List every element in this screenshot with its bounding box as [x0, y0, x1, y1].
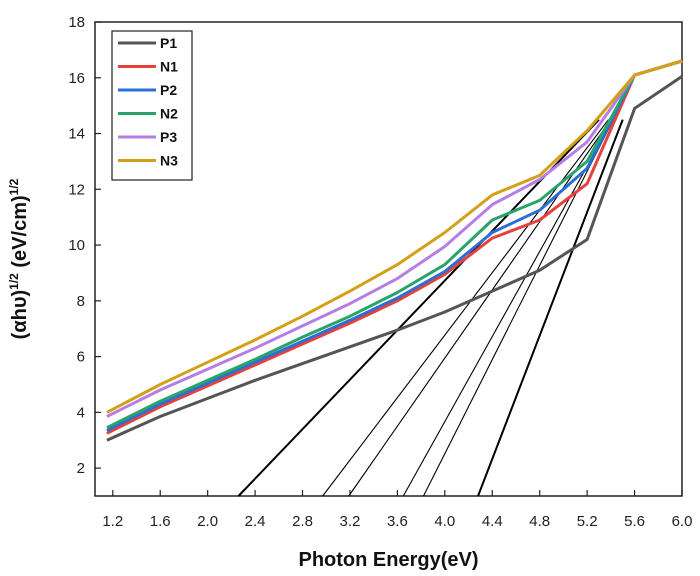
legend-label-N3: N3	[160, 153, 178, 169]
series-N1	[106, 59, 683, 435]
series-P1	[106, 75, 683, 442]
tangent-N1	[422, 119, 614, 497]
tangent-lines	[237, 118, 624, 497]
x-axis-title: Photon Energy(eV)	[298, 549, 478, 571]
x-tick-label: 3.2	[340, 513, 361, 530]
plot-frame	[94, 21, 683, 497]
x-tick-label: 5.6	[624, 513, 645, 530]
x-axis: 1.2 1.6 2.0 2.4 2.8 3.2 3.6 4.0 4.4 4.8 5.2 5.6 6.0	[102, 490, 692, 530]
x-tick-label: 2.4	[245, 513, 266, 530]
y-axis-title: (αhυ)1/2 (eV/cm)1/2	[7, 178, 31, 339]
x-tick-label: 4.8	[529, 513, 550, 530]
legend: P1 N1 P2 N2 P3 N3	[111, 30, 193, 181]
y-tick-label: 6	[77, 349, 85, 366]
x-tick-label: 2.0	[197, 513, 218, 530]
series-lines	[106, 59, 683, 442]
legend-label-N2: N2	[160, 106, 178, 122]
series-P3	[106, 59, 683, 418]
y-tick-label: 12	[68, 181, 85, 198]
series-P2	[106, 59, 683, 432]
y-tick-label: 16	[68, 70, 85, 87]
y-tick-label: 18	[68, 14, 85, 31]
y-axis-title-sup1: 1/2	[7, 273, 21, 290]
y-axis-title-sup2: 1/2	[7, 178, 21, 195]
y-tick-label: 10	[68, 237, 85, 254]
series-N3	[106, 59, 683, 414]
x-tick-label: 6.0	[672, 513, 693, 530]
y-axis-title-units: (eV/cm)	[9, 195, 31, 273]
legend-box	[111, 30, 193, 181]
legend-label-N1: N1	[160, 59, 178, 75]
y-tick-label: 14	[68, 126, 85, 143]
tangent-P1	[477, 119, 624, 497]
legend-label-P1: P1	[160, 35, 177, 51]
x-tick-label: 4.4	[482, 513, 503, 530]
y-tick-label: 8	[77, 293, 85, 310]
y-axis-title-main: (αhυ)	[9, 290, 31, 339]
plot-border	[94, 21, 683, 497]
x-tick-label: 5.2	[577, 513, 598, 530]
tangent-N3	[237, 118, 600, 497]
x-tick-label: 4.0	[434, 513, 455, 530]
series-N2	[106, 59, 683, 430]
tangent-N2	[348, 119, 612, 497]
legend-label-P2: P2	[160, 82, 177, 98]
tangent-P2	[402, 119, 614, 497]
x-tick-label: 3.6	[387, 513, 408, 530]
x-tick-label: 2.8	[292, 513, 313, 530]
x-tick-label: 1.6	[150, 513, 171, 530]
y-tick-label: 2	[77, 460, 85, 477]
legend-label-P3: P3	[160, 129, 177, 145]
x-tick-label: 1.2	[102, 513, 123, 530]
y-tick-label: 4	[77, 404, 85, 421]
y-axis: 2 4 6 8 10 12 14 16 18	[68, 14, 101, 477]
